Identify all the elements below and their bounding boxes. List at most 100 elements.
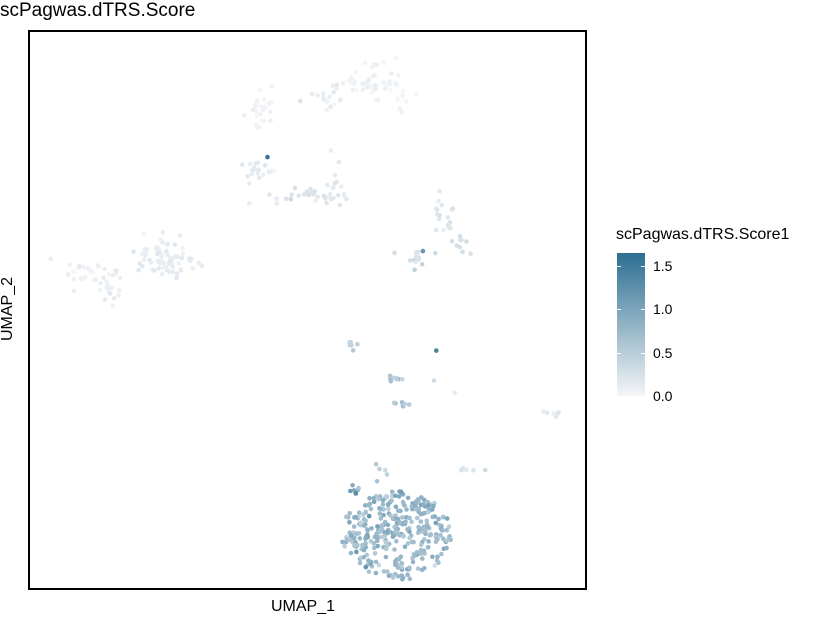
cell-point <box>315 194 321 200</box>
cell-point <box>267 192 272 197</box>
cell-point <box>414 550 420 555</box>
cell-point <box>440 528 445 533</box>
cell-point <box>408 258 413 263</box>
cell-point <box>253 161 258 166</box>
cell-point <box>446 524 452 529</box>
cell-point <box>384 542 390 547</box>
cell-point <box>335 192 341 198</box>
cell-point <box>329 196 334 202</box>
cell-point <box>376 562 382 568</box>
legend-tick-label: 0.0 <box>653 388 673 404</box>
cell-point <box>435 554 440 560</box>
cell-point <box>71 288 77 294</box>
legend-colorbar <box>617 253 645 396</box>
cell-point <box>425 524 431 530</box>
cell-point <box>109 285 114 291</box>
cell-point <box>416 524 421 530</box>
cell-point <box>271 168 277 173</box>
cell-point-highlight <box>452 390 457 396</box>
cell-point <box>141 257 147 263</box>
cell-point <box>358 520 364 525</box>
cell-point <box>394 530 400 535</box>
cell-point-highlight <box>246 200 252 206</box>
cell-point <box>381 60 387 65</box>
cell-point <box>391 400 397 406</box>
cell-point <box>394 97 400 103</box>
cell-point <box>375 538 380 544</box>
cell-point <box>178 268 184 273</box>
cell-point <box>332 181 338 186</box>
cell-point <box>363 509 369 515</box>
cell-point <box>159 271 165 277</box>
cell-point <box>369 526 374 531</box>
cell-point <box>156 250 162 255</box>
cell-point <box>403 519 408 524</box>
cell-point <box>366 513 372 519</box>
cell-point <box>180 251 186 257</box>
cell-point <box>362 523 367 528</box>
cell-point <box>354 88 359 93</box>
cell-point <box>165 241 171 247</box>
cell-point <box>440 536 446 541</box>
cell-point <box>381 79 386 85</box>
legend-tick-mark <box>617 309 621 311</box>
cell-point <box>400 93 405 98</box>
cell-point <box>357 560 363 566</box>
cell-point <box>386 506 391 512</box>
cell-point <box>385 502 391 508</box>
x-axis-label: UMAP_1 <box>271 598 336 615</box>
cell-point <box>374 479 380 484</box>
cell-point <box>406 402 412 407</box>
cell-point <box>393 504 399 510</box>
cell-point <box>169 260 174 266</box>
cell-point <box>373 570 379 576</box>
cell-point <box>382 530 387 535</box>
cell-point <box>397 533 403 538</box>
cell-point <box>435 536 440 542</box>
cell-point <box>419 511 424 517</box>
cell-point <box>369 64 375 70</box>
cell-point <box>444 545 449 551</box>
cell-point <box>409 504 415 509</box>
cell-point <box>433 250 438 256</box>
cell-point <box>418 551 424 556</box>
cell-point <box>447 534 452 539</box>
cell-point <box>260 172 266 178</box>
cell-point <box>430 507 435 512</box>
cell-point <box>397 520 403 525</box>
cell-point <box>387 373 393 379</box>
cell-point <box>390 575 396 580</box>
cell-point <box>399 573 405 578</box>
cell-point <box>274 196 279 201</box>
cell-point <box>71 268 76 274</box>
cell-point <box>313 198 318 204</box>
cell-point <box>457 237 463 243</box>
cell-point <box>360 87 366 93</box>
cell-point <box>400 576 405 582</box>
cell-point <box>401 533 406 538</box>
cell-point <box>156 266 161 271</box>
cell-point <box>483 467 488 473</box>
cell-point <box>392 250 397 256</box>
cell-point <box>448 225 453 231</box>
cell-point <box>366 78 372 83</box>
cell-point <box>110 273 116 278</box>
cell-point <box>419 495 424 500</box>
cell-point <box>382 519 388 525</box>
cell-point <box>361 554 367 560</box>
cell-point <box>551 411 557 416</box>
cell-point <box>267 109 273 115</box>
cell-point <box>174 271 180 276</box>
cell-point <box>262 163 268 168</box>
cell-point <box>428 532 434 538</box>
cell-point <box>439 203 445 208</box>
cell-point <box>388 513 393 518</box>
cell-point <box>309 91 315 97</box>
cell-point <box>424 518 430 523</box>
cell-point <box>448 537 454 543</box>
cell-point <box>199 263 205 268</box>
cell-point <box>544 410 550 416</box>
cell-point <box>160 230 166 235</box>
cell-point <box>438 533 443 538</box>
cell-point <box>421 548 427 553</box>
